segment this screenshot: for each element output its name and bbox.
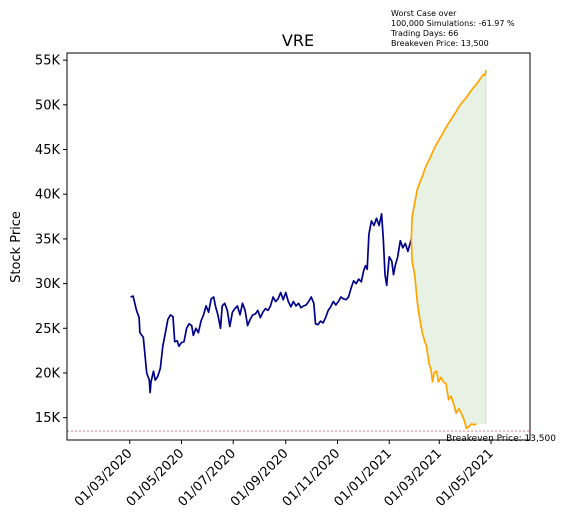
series-line-2	[410, 238, 477, 430]
y-tick-label: 30K	[35, 277, 61, 292]
plot-frame	[66, 52, 531, 441]
y-tick-label: 25K	[35, 322, 61, 337]
series-line-1	[410, 69, 487, 239]
chart-title: VRE	[282, 31, 314, 50]
annotation-line: Trading Days: 66	[390, 29, 458, 38]
annotation-line: Breakeven Price: 13,500	[391, 39, 489, 48]
annotation-line: 100,000 Simulations: -61.97 %	[391, 19, 515, 28]
annotation-line: Worst Case over	[391, 9, 457, 18]
y-tick-label: 55K	[35, 54, 61, 69]
y-tick-label: 15K	[35, 411, 61, 426]
plot-layer: Breakeven Price: 13,500 15K 20K 25K 30K 35K 40…	[35, 52, 556, 510]
y-axis-label: Stock Price	[9, 211, 24, 283]
y-tick-label: 40K	[35, 188, 61, 203]
y-tick-label: 20K	[35, 366, 61, 381]
y-tick-label: 35K	[35, 232, 61, 247]
breakeven-label: Breakeven Price: 13,500	[446, 434, 556, 444]
series-line-0	[130, 213, 413, 394]
y-tick-label: 45K	[35, 143, 61, 158]
y-tick-label: 50K	[35, 98, 61, 113]
